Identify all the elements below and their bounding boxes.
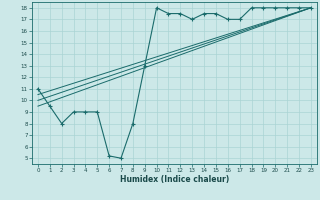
X-axis label: Humidex (Indice chaleur): Humidex (Indice chaleur) [120,175,229,184]
